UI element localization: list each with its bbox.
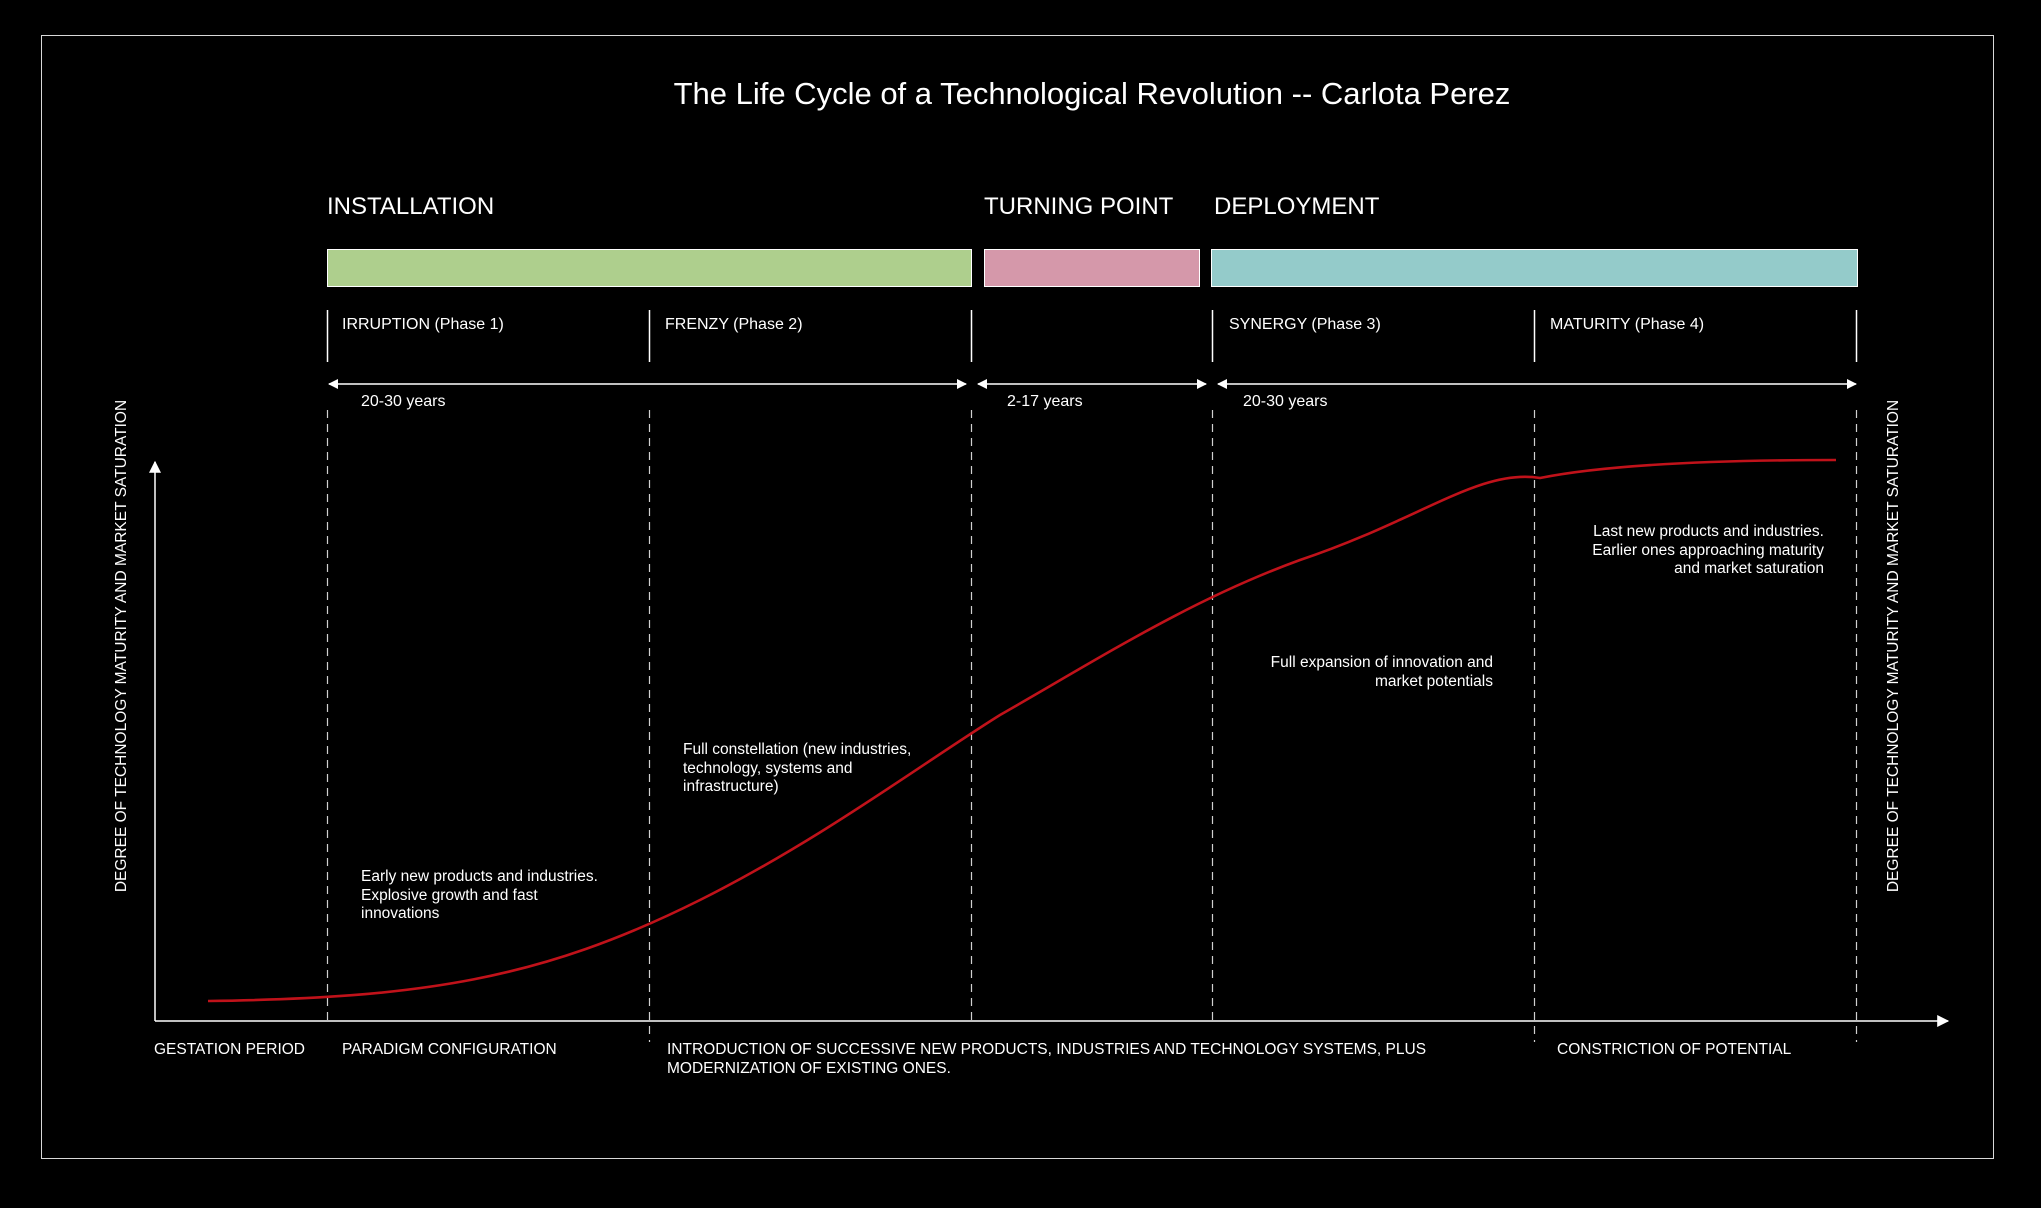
irruption-note: Early new products and industries. Explo… (361, 868, 598, 922)
frenzy-note: Full constellation (new industries, tech… (683, 741, 912, 795)
deployment-bar (1211, 249, 1858, 287)
turning-point-bar (984, 249, 1200, 287)
constriction-label: CONSTRICTION OF POTENTIAL (1557, 1041, 1792, 1058)
s-curve (207, 458, 1837, 1003)
stage-turning-point-label: TURNING POINT (984, 193, 1174, 220)
diagram-title: The Life Cycle of a Technological Revolu… (673, 76, 1511, 111)
phase-frenzy-label: FRENZY (Phase 2) (665, 316, 803, 333)
phase-dividers (326, 310, 1858, 362)
maturity-note: Last new products and industries. Earlie… (1592, 523, 1824, 577)
installation-bar (327, 249, 972, 287)
gestation-period-label: GESTATION PERIOD (154, 1041, 305, 1058)
installation-duration-label: 20-30 years (361, 393, 446, 410)
paradigm-configuration-label: PARADIGM CONFIGURATION (342, 1041, 557, 1058)
stage-installation-label: INSTALLATION (327, 193, 495, 220)
dashed-guides (326, 410, 1858, 1042)
phase-maturity-label: MATURITY (Phase 4) (1550, 316, 1705, 333)
phase-synergy-label: SYNERGY (Phase 3) (1229, 316, 1381, 333)
synergy-note: Full expansion of innovation and market … (1270, 654, 1493, 690)
introduction-label: INTRODUCTION OF SUCCESSIVE NEW PRODUCTS,… (667, 1041, 1427, 1077)
y-axis-label-left: DEGREE OF TECHNOLOGY MATURITY AND MARKET… (113, 399, 130, 893)
y-axis-label-right: DEGREE OF TECHNOLOGY MATURITY AND MARKET… (1885, 399, 1902, 893)
stage-deployment-label: DEPLOYMENT (1214, 193, 1380, 220)
turning-point-duration-label: 2-17 years (1007, 393, 1083, 410)
deployment-duration-label: 20-30 years (1243, 393, 1328, 410)
diagram-frame (41, 35, 1994, 1159)
phase-irruption-label: IRRUPTION (Phase 1) (342, 316, 504, 333)
